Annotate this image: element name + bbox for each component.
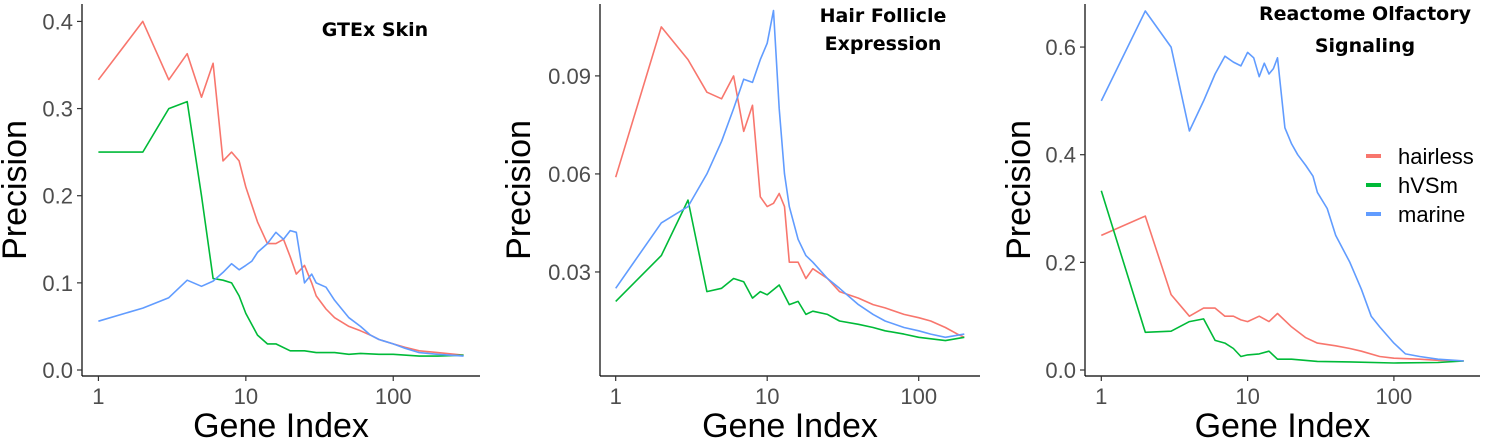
y-tick-label: 0.03 [548, 260, 591, 285]
legend-label-hVSm: hVSm [1398, 173, 1458, 198]
x-tick-label: 100 [375, 384, 412, 409]
series-line-marine [615, 9, 965, 339]
x-tick-label: 1 [92, 384, 104, 409]
y-tick-label: 0.6 [1045, 35, 1076, 60]
legend: hairless hVSm marine [1366, 144, 1474, 227]
y-axis-label: Precision [0, 120, 34, 260]
y-axis-label: Precision [1000, 120, 1038, 260]
series-line-hVSm [1100, 190, 1464, 364]
legend-label-hairless: hairless [1398, 144, 1474, 169]
series-line-marine [1100, 10, 1464, 362]
y-tick-label: 0.2 [42, 184, 73, 209]
y-tick-label: 0.06 [548, 162, 591, 187]
y-axis-label: Precision [500, 120, 538, 260]
y-tick-label: 0.4 [1045, 143, 1076, 168]
legend-label-marine: marine [1398, 202, 1465, 227]
y-tick-label: 0.3 [42, 97, 73, 122]
x-axis-label: Gene Index [193, 407, 369, 444]
series-line-hVSm [615, 199, 965, 342]
chart-title: Hair Follicle [820, 5, 947, 27]
x-tick-label: 1 [1095, 384, 1107, 409]
series-line-hairless [614, 26, 965, 339]
x-tick-label: 10 [755, 384, 779, 409]
y-tick-label: 0.2 [1045, 250, 1076, 275]
x-tick-label: 100 [900, 384, 937, 409]
series-line-hairless [97, 20, 464, 356]
chart-title: Expression [825, 33, 942, 55]
x-axis-label: Gene Index [702, 407, 878, 444]
series-line-hairless [1100, 215, 1464, 362]
y-tick-label: 0.09 [548, 64, 591, 89]
x-tick-label: 100 [1376, 384, 1413, 409]
series-line-marine [98, 229, 464, 357]
x-tick-label: 10 [234, 384, 258, 409]
chart-title: GTEx Skin [322, 19, 428, 41]
y-tick-label: 0.1 [42, 271, 73, 296]
x-axis-label: Gene Index [1195, 407, 1371, 444]
y-tick-label: 0.0 [42, 358, 73, 383]
panel-2: 0.03 0.06 0.09 1 10 100 Gene Index Precision Hai… [500, 4, 980, 444]
y-tick-label: 0.4 [42, 9, 73, 34]
series-line-hVSm [98, 100, 464, 357]
x-tick-label: 1 [610, 384, 622, 409]
chart-title: Signaling [1315, 35, 1415, 57]
chart-title: Reactome Olfactory [1259, 3, 1472, 25]
y-tick-label: 0.0 [1045, 358, 1076, 383]
x-tick-label: 10 [1235, 384, 1259, 409]
